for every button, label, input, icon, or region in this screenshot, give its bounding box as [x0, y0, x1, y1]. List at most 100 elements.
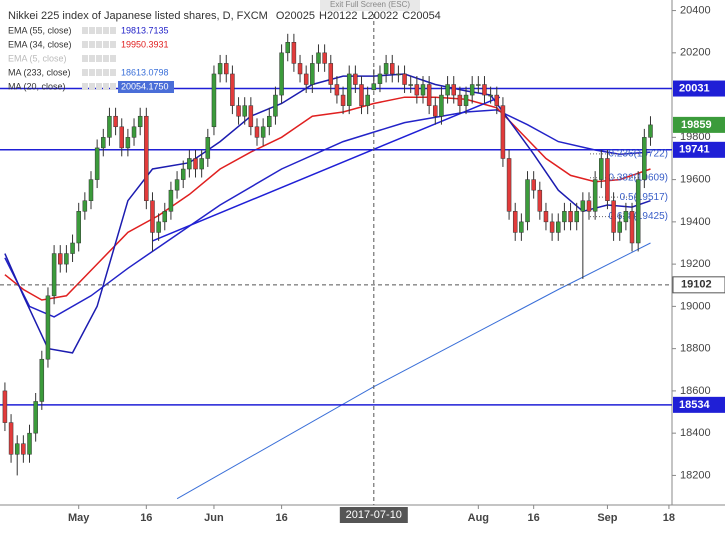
- candle-body: [230, 73, 235, 106]
- x-tick-label: Jun: [204, 512, 224, 524]
- candle-body: [150, 200, 155, 233]
- candle-body: [574, 211, 579, 223]
- candle-body: [310, 63, 315, 85]
- y-tick-label: 18800: [680, 343, 711, 355]
- candle-body: [322, 52, 327, 64]
- candle-body: [303, 73, 309, 85]
- candle-body: [328, 63, 334, 85]
- candle-body: [648, 124, 653, 138]
- candle-body: [242, 105, 247, 117]
- y-tick-label: 18600: [680, 385, 711, 397]
- legend-icon: [103, 27, 109, 34]
- candle-body: [211, 73, 217, 128]
- candle-body: [346, 73, 352, 106]
- indicator-line: [4, 109, 651, 318]
- legend-icon: [96, 41, 102, 48]
- candle-body: [174, 179, 180, 191]
- legend-value: 19813.7135: [121, 25, 169, 35]
- candle-body: [113, 115, 118, 128]
- candle-body: [371, 83, 377, 91]
- candle-body: [383, 63, 389, 75]
- candle-body: [549, 221, 555, 233]
- ohlc-value: O20025: [276, 10, 315, 22]
- crosshair-value: 19102: [681, 279, 712, 291]
- crosshair-date-bg: [339, 507, 408, 523]
- legend-icon: [103, 55, 109, 62]
- candle-body: [76, 211, 81, 244]
- legend-name: EMA (5, close): [8, 53, 67, 63]
- x-tick-label: 16: [140, 512, 152, 524]
- legend-icon: [103, 69, 109, 76]
- legend-icon: [103, 83, 109, 90]
- candle-body: [635, 179, 641, 244]
- candle-body: [39, 358, 45, 402]
- candle-body: [199, 158, 204, 170]
- x-tick-label: 16: [275, 512, 287, 524]
- exit-banner[interactable]: Exit Full Screen (ESC): [330, 0, 410, 9]
- legend-icon: [110, 55, 116, 62]
- chart-title: Nikkei 225 index of Japanese listed shar…: [8, 10, 268, 22]
- legend-value: 20054.1750: [121, 81, 169, 91]
- overlay: Exit Full Screen (ESC) Nikkei 225 index …: [8, 0, 725, 524]
- legend-name: MA (233, close): [8, 67, 71, 77]
- legend-icon: [96, 27, 102, 34]
- candle-body: [279, 52, 284, 96]
- candle-body: [451, 84, 456, 96]
- candle-body: [396, 73, 401, 76]
- candle-body: [205, 137, 211, 159]
- candle-body: [519, 221, 524, 233]
- y-tick-label: 18400: [680, 427, 711, 439]
- candle-body: [592, 179, 598, 212]
- candle-body: [556, 221, 561, 233]
- x-tick-label: 16: [528, 512, 540, 524]
- legend-icon: [110, 27, 116, 34]
- legend-icon: [82, 27, 88, 34]
- candle-body: [611, 200, 616, 233]
- candle-body: [599, 158, 604, 180]
- ohlc-value: H20122: [319, 10, 358, 22]
- indicator-line: [176, 242, 651, 500]
- legend-icon: [110, 41, 116, 48]
- candle-body: [580, 200, 586, 212]
- y-tick-label: 20200: [680, 47, 711, 59]
- candle-body: [476, 84, 481, 86]
- level-label-bg: [673, 80, 725, 97]
- y-tick-label: 20400: [680, 4, 711, 16]
- candle-body: [525, 179, 530, 223]
- candle-body: [45, 295, 51, 360]
- candle-body: [586, 200, 592, 212]
- candle-body: [439, 94, 444, 117]
- candle-body: [457, 94, 463, 106]
- candle-body: [500, 105, 506, 159]
- candle-body: [21, 443, 26, 455]
- x-tick-label: Aug: [468, 512, 489, 524]
- candle-body: [285, 42, 290, 54]
- crosshair-date: 2017-07-10: [346, 509, 402, 521]
- candle-body: [512, 211, 518, 233]
- candle-body: [248, 105, 254, 128]
- x-tick-label: Sep: [597, 512, 617, 524]
- candle-body: [408, 84, 413, 86]
- candle-body: [162, 211, 168, 223]
- candle-body: [365, 94, 370, 106]
- candle-body: [445, 84, 450, 96]
- candle-body: [168, 189, 174, 212]
- candle-body: [543, 211, 549, 223]
- legend-icon: [89, 83, 95, 90]
- candle-body: [224, 63, 229, 75]
- candle-body: [187, 158, 192, 170]
- candle-body: [359, 84, 364, 106]
- candle-body: [531, 179, 536, 191]
- level-label-bg: [673, 396, 725, 413]
- level-label: 19741: [679, 144, 710, 156]
- candle-body: [27, 432, 32, 455]
- indicator-line: [4, 96, 651, 301]
- x-tick-label: 18: [663, 512, 675, 524]
- candle-body: [119, 126, 124, 149]
- candle-body: [64, 253, 69, 265]
- candle-body: [51, 253, 57, 297]
- candle-body: [107, 115, 112, 138]
- legend-name: MA (20, close): [8, 81, 66, 91]
- candle-body: [537, 189, 543, 212]
